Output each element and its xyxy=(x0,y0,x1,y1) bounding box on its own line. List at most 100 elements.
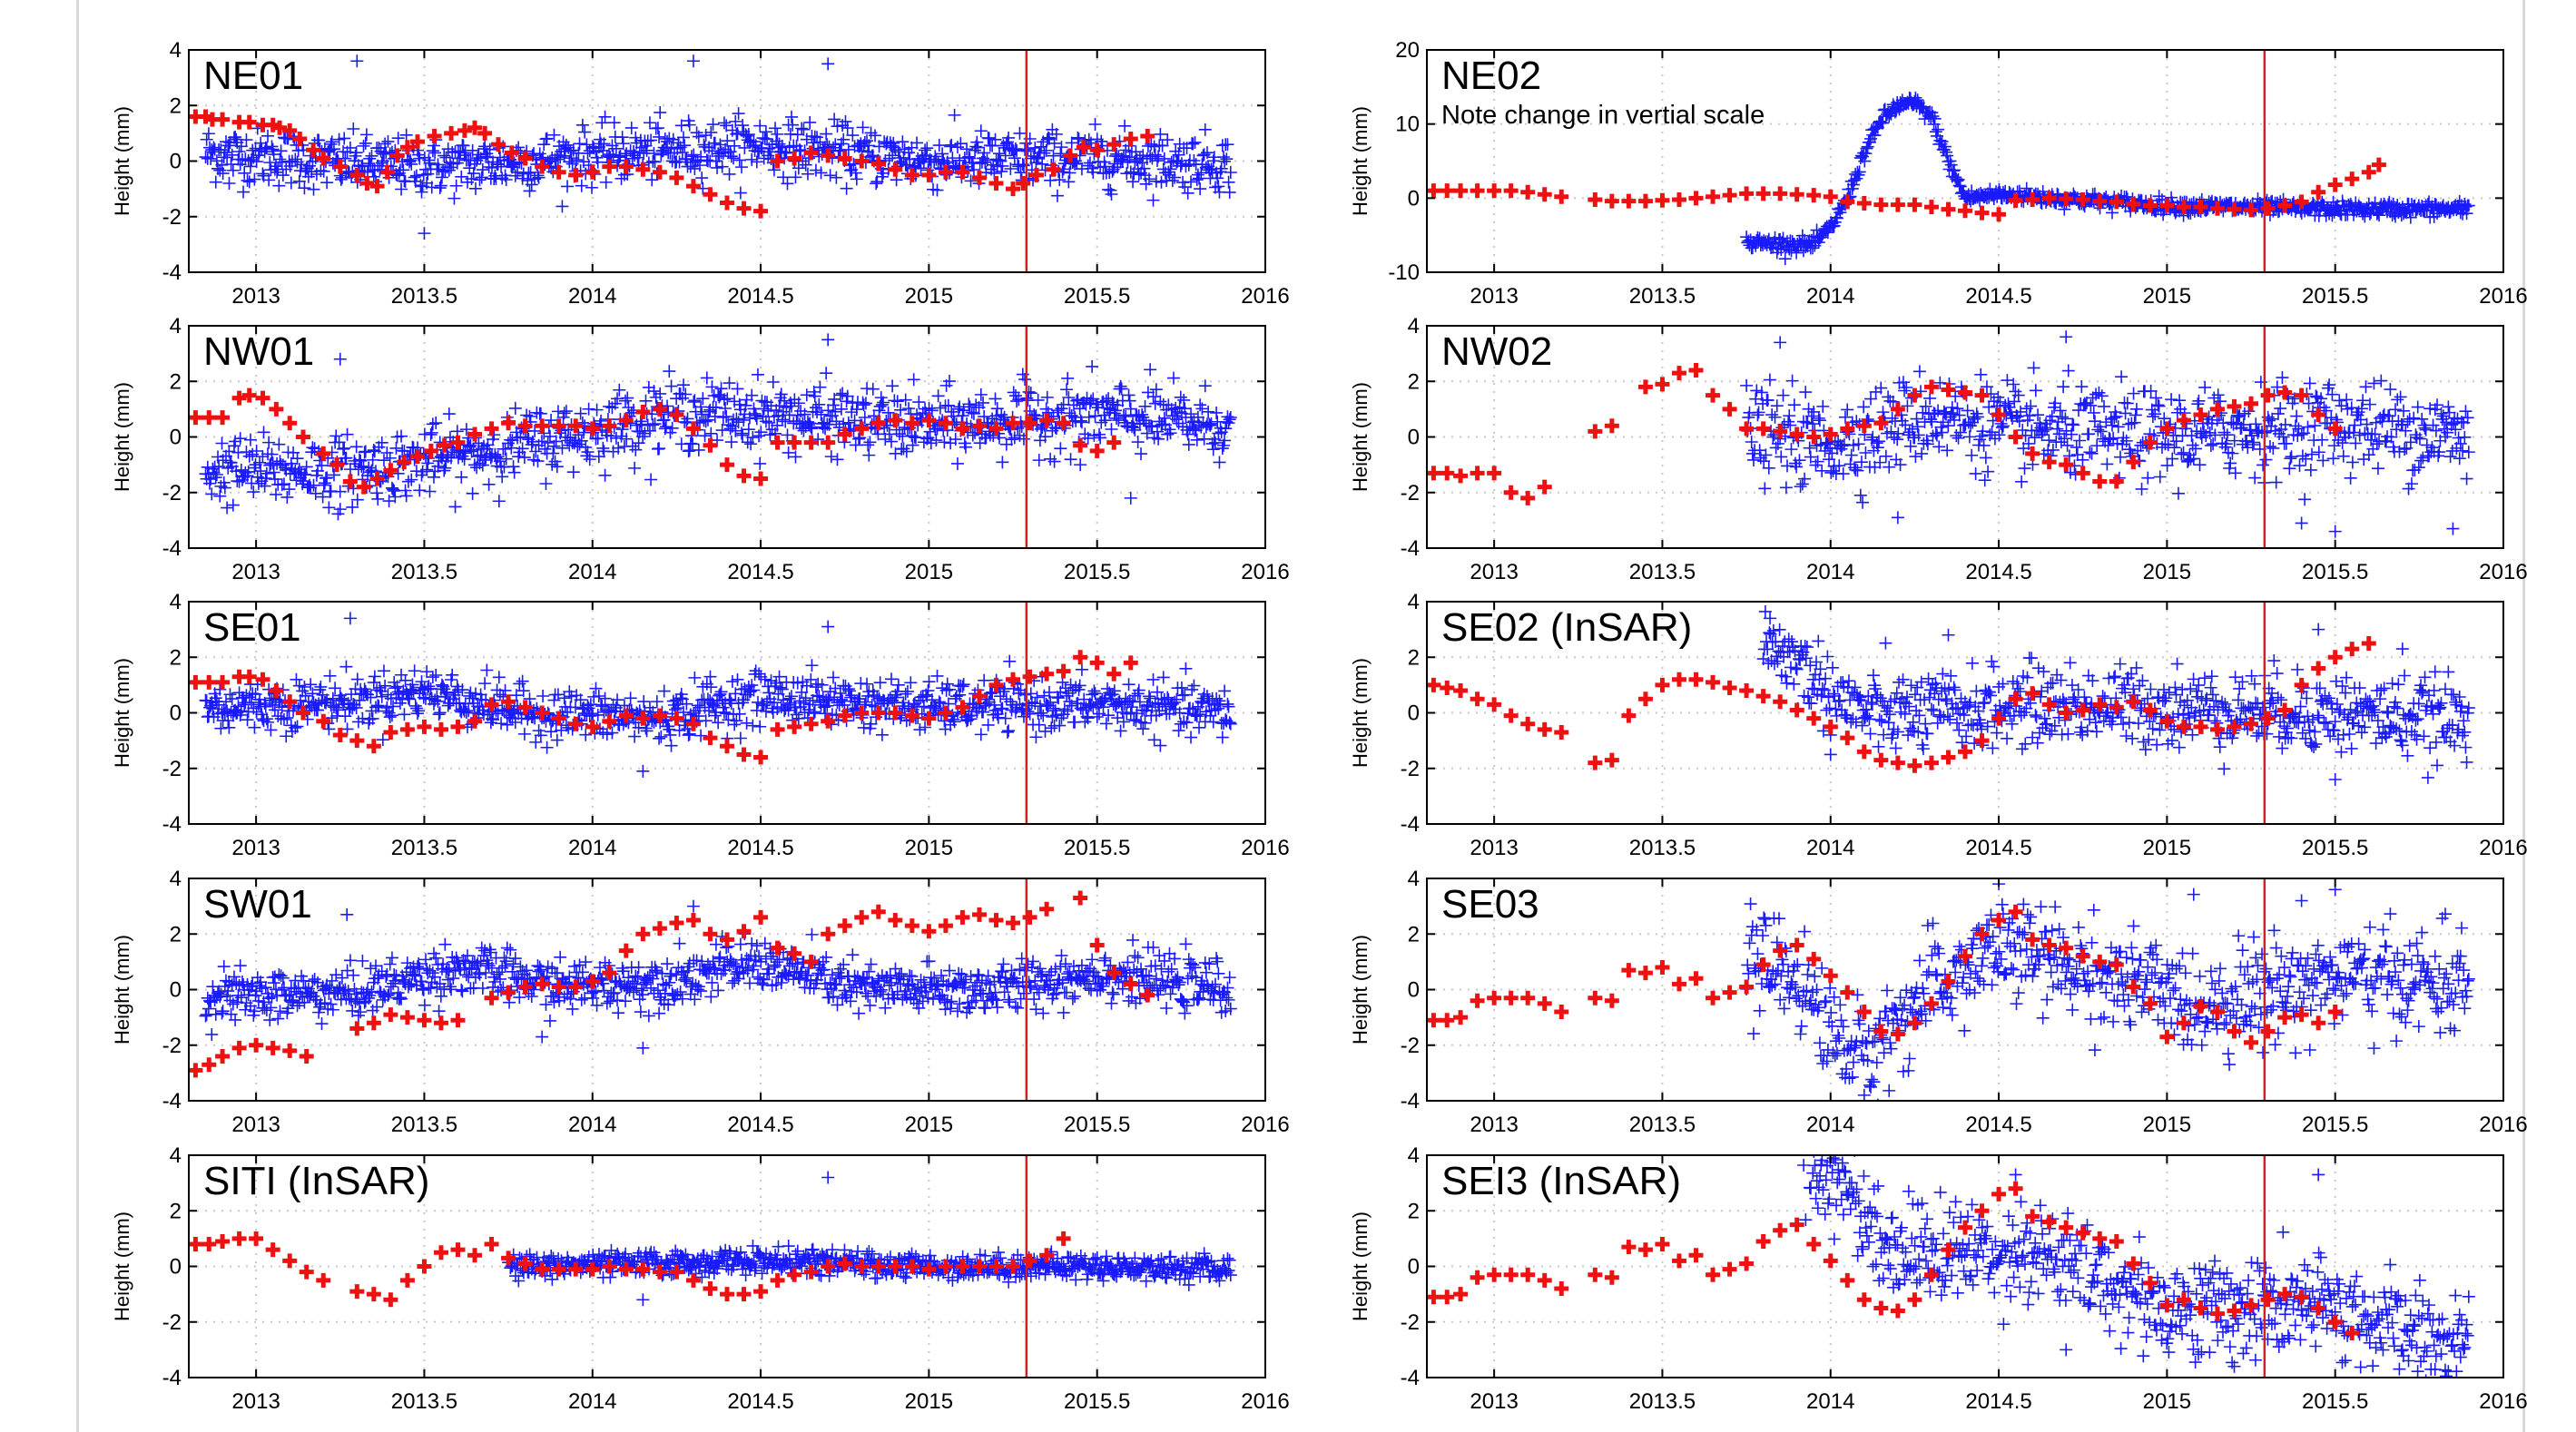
data-point xyxy=(258,479,271,493)
data-point xyxy=(215,112,231,127)
data-point xyxy=(226,498,240,512)
data-point xyxy=(1089,142,1105,158)
data-point xyxy=(993,431,1006,445)
data-point xyxy=(890,395,904,408)
data-point xyxy=(333,352,347,366)
data-point xyxy=(805,422,819,436)
data-point xyxy=(1123,132,1138,146)
data-point xyxy=(237,185,251,199)
data-point xyxy=(687,395,701,408)
data-point xyxy=(467,120,483,135)
data-point xyxy=(222,177,236,190)
data-point xyxy=(854,421,870,436)
y-tick-label: -4 xyxy=(1401,536,1420,561)
data-point xyxy=(2106,418,2119,432)
data-point xyxy=(517,418,533,434)
data-point xyxy=(1195,402,1209,416)
data-point xyxy=(729,114,742,128)
data-point xyxy=(316,151,331,166)
data-point xyxy=(1890,197,1905,212)
data-point xyxy=(779,415,792,428)
data-point xyxy=(1154,127,1167,141)
data-point xyxy=(1937,143,1951,157)
data-point xyxy=(1202,405,1215,418)
data-point xyxy=(609,142,623,155)
data-point xyxy=(1981,465,1995,478)
data-point xyxy=(1749,392,1763,406)
data-point xyxy=(449,179,463,192)
data-point xyxy=(547,128,561,142)
data-point xyxy=(700,371,713,385)
data-point xyxy=(420,463,434,476)
data-point xyxy=(239,152,252,166)
data-point xyxy=(1135,447,1148,461)
data-point xyxy=(337,442,350,456)
data-point xyxy=(551,164,566,180)
data-point xyxy=(410,448,426,464)
y-axis-label: Height (mm) xyxy=(111,382,133,492)
data-point xyxy=(1006,181,1021,197)
data-point xyxy=(2059,191,2074,207)
data-point xyxy=(1136,407,1149,421)
data-point xyxy=(1871,441,1884,455)
data-point xyxy=(1107,157,1121,171)
data-point xyxy=(327,142,340,156)
data-point xyxy=(2152,399,2166,413)
data-point xyxy=(1172,148,1185,162)
data-point xyxy=(230,465,243,478)
data-point xyxy=(737,413,751,427)
data-point xyxy=(786,118,800,132)
data-point xyxy=(2135,482,2148,495)
data-point xyxy=(675,145,689,159)
data-point xyxy=(823,169,837,182)
data-point xyxy=(986,139,999,152)
data-point xyxy=(218,481,231,495)
data-point xyxy=(814,407,828,421)
data-point xyxy=(1757,455,1771,468)
data-point xyxy=(1883,460,1896,474)
data-point xyxy=(296,429,311,445)
data-point xyxy=(1046,162,1061,177)
data-point xyxy=(262,173,276,187)
data-point xyxy=(1745,436,1758,449)
data-point xyxy=(804,420,818,434)
data-point xyxy=(1049,127,1063,141)
data-point xyxy=(820,367,833,380)
data-point xyxy=(543,429,556,443)
data-point xyxy=(996,159,1009,172)
data-point xyxy=(2142,198,2158,213)
data-point xyxy=(375,156,388,170)
data-point xyxy=(1762,461,1775,475)
data-point xyxy=(955,421,970,436)
data-point xyxy=(511,165,525,179)
data-point xyxy=(2311,184,2326,200)
data-point xyxy=(1816,399,1830,413)
data-point xyxy=(332,132,346,146)
data-point xyxy=(275,155,289,169)
data-point xyxy=(653,442,666,456)
data-point xyxy=(532,171,546,184)
data-point xyxy=(1655,192,1670,208)
data-point xyxy=(919,143,932,157)
data-point xyxy=(276,169,290,182)
data-point xyxy=(677,378,691,392)
data-point xyxy=(267,466,280,479)
data-point xyxy=(1853,165,1866,179)
data-point xyxy=(2160,458,2174,472)
data-point xyxy=(1016,176,1031,191)
data-point xyxy=(2061,364,2075,378)
data-point xyxy=(1995,421,2009,435)
data-point xyxy=(1785,374,1799,387)
data-point xyxy=(1830,211,1844,225)
data-point xyxy=(1128,154,1142,168)
data-point xyxy=(1807,405,1821,418)
data-point xyxy=(2459,200,2473,213)
data-point xyxy=(663,365,676,378)
data-point xyxy=(379,137,392,151)
data-point xyxy=(1798,472,1812,486)
data-point xyxy=(1087,428,1101,442)
axes-box xyxy=(1426,49,2504,273)
data-point xyxy=(849,166,862,180)
data-point xyxy=(478,140,492,153)
data-point xyxy=(967,162,980,176)
